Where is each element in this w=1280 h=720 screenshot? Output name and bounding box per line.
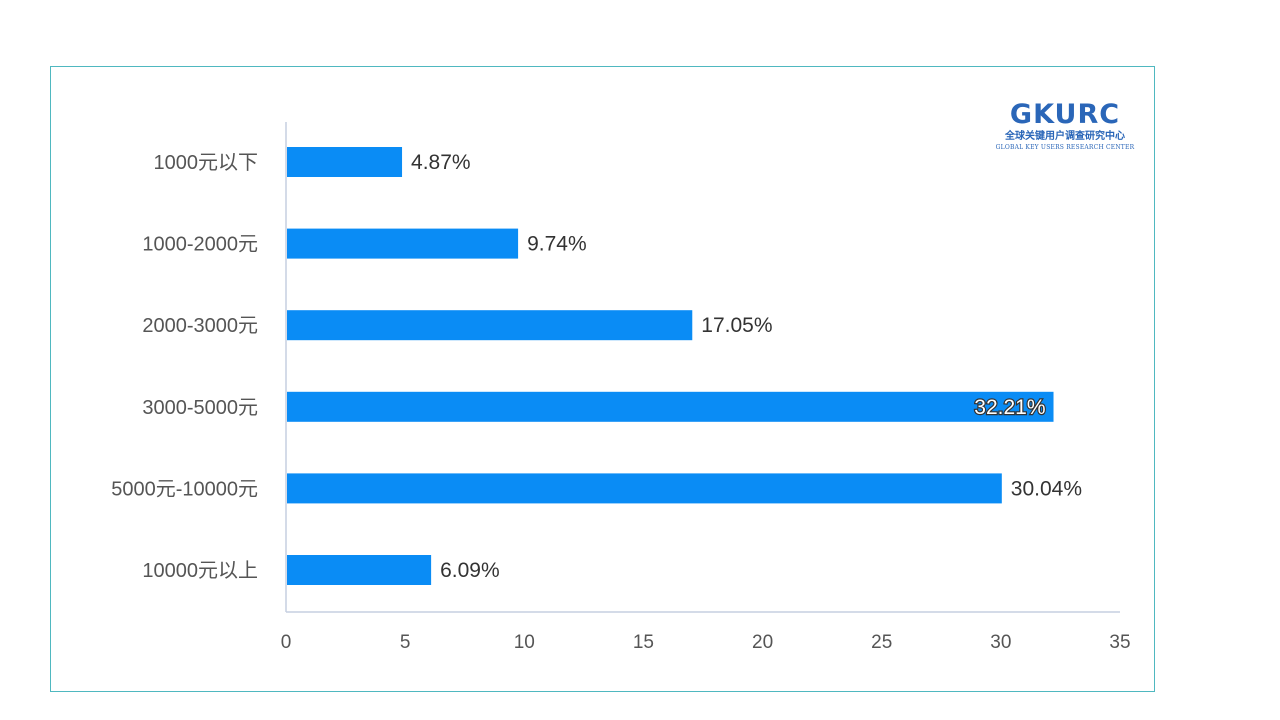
x-tick-label: 30 [990,632,1011,653]
category-label: 5000元-10000元 [111,478,258,500]
bar [287,310,693,341]
value-label: 6.09% [440,559,500,582]
x-tick-label: 15 [633,632,654,653]
bar [287,391,1054,422]
logo-english-name: GLOBAL KEY USERS RESEARCH CENTER [995,144,1135,151]
chart-bars [287,147,1054,585]
logo-text: GKURC [1009,99,1121,130]
chart-axes: 0 5 10 15 20 25 30 35 [281,122,1131,653]
bar [287,228,519,259]
x-tick-label: 0 [281,632,292,653]
category-label: 10000元以上 [142,559,258,582]
gkurc-logo: GKURC 全球关键用户调查研究中心 GLOBAL KEY USERS RESE… [990,100,1140,152]
x-tick-label: 5 [400,632,411,653]
x-tick-label: 20 [752,632,773,653]
bar [287,147,403,177]
value-label: 32.21% [974,396,1045,419]
value-label: 17.05% [701,314,772,337]
bar [287,473,1002,504]
category-label: 1000元以下 [154,152,259,174]
value-label: 9.74% [527,233,587,256]
chart-frame [50,66,1155,692]
logo-chinese-name: 全球关键用户调查研究中心 [1005,131,1125,142]
x-tick-label: 35 [1109,632,1130,653]
x-tick-label: 10 [514,632,535,653]
value-label: 30.04% [1011,477,1082,500]
category-label: 3000-5000元 [142,397,258,419]
chart-labels: 1000元以下 4.87% 1000-2000元 9.74% 2000-3000元 17.… [111,151,1082,582]
category-label: 2000-3000元 [142,315,258,337]
value-label: 4.87% [411,151,471,174]
bar [287,555,432,585]
category-label: 1000-2000元 [142,234,258,256]
x-tick-label: 25 [871,632,892,653]
